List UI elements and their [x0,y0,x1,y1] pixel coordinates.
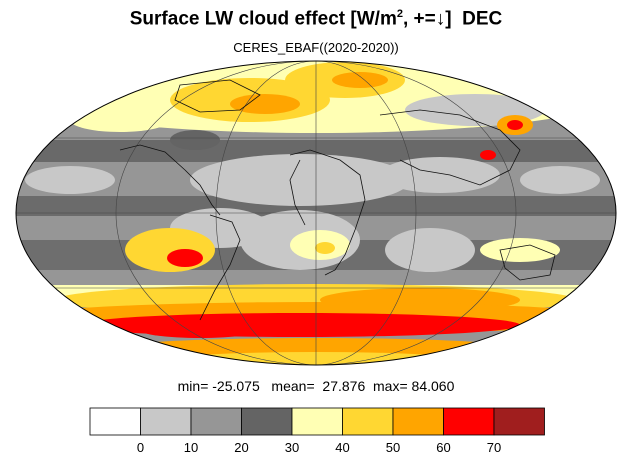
colorbar-tick-label: 50 [386,440,400,455]
colorbar-swatch [89,407,141,436]
colorbar-swatch [443,407,495,436]
coastlines [119,79,556,321]
colorbar-tick-label: 30 [285,440,299,455]
colorbar-swatch [190,407,242,436]
colorbar-swatch [140,407,192,436]
colorbar-tick-label: 10 [184,440,198,455]
min-label: min= [177,378,209,394]
graticule [16,61,616,365]
title-after-sup: , += [402,8,436,30]
colorbar-swatch [392,407,444,436]
max-label: max= [373,378,408,394]
title-month: DEC [462,8,503,30]
title-superscript: 2 [396,8,403,20]
colorbar-tick-label: 40 [335,440,349,455]
title-bracket: ] [445,8,452,30]
mean-label: mean= [271,378,315,394]
plot-subtitle: CERES_EBAF((2020-2020)) [233,40,399,55]
max-value: 84.060 [411,378,455,394]
down-arrow-icon: ↓ [435,8,446,30]
min-value: -25.075 [212,378,260,394]
colorbar-tick-label: 20 [234,440,248,455]
plot-title: Surface LW cloud effect [W/m2, +=↓] DEC [0,8,632,30]
colorbar-swatch [291,407,343,436]
colorbar-tick-label: 60 [436,440,450,455]
colorbar-swatch [342,407,394,436]
colorbar-swatch [241,407,293,436]
stats-line: min= -25.075 mean= 27.876 max= 84.060 [0,378,632,394]
colorbar-tick-label: 70 [487,440,501,455]
colorbar-swatch [493,407,545,436]
colorbar-tick-label: 0 [137,440,144,455]
mean-value: 27.876 [322,378,366,394]
title-main: Surface LW cloud effect [W/m [129,8,397,30]
